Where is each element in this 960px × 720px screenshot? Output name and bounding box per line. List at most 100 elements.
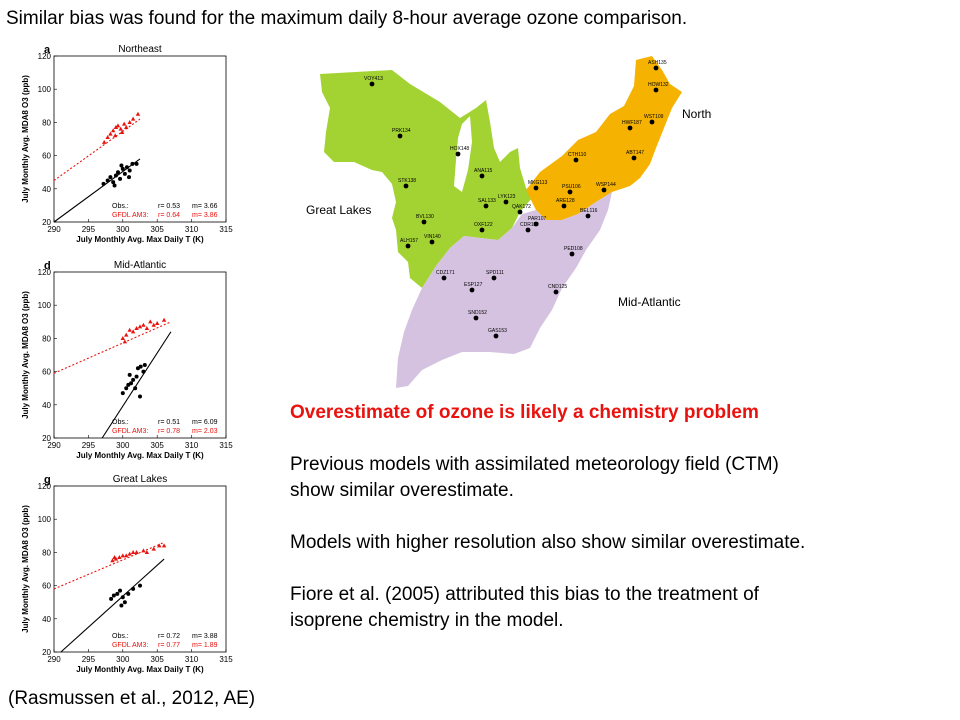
obs-point [118,588,123,593]
model-point [124,124,129,129]
monitoring-site: CND125 [548,284,567,295]
model-point [134,326,139,331]
obs-point [134,374,139,379]
site-label: OXF122 [474,222,493,228]
monitoring-site: LYK123 [498,194,516,205]
monitoring-site: HOW132 [648,82,669,93]
obs-point [113,173,118,178]
obs-point [138,583,142,588]
model-point [118,126,123,131]
site-dot [421,219,427,225]
panel-letter: a [44,44,51,56]
model-point [127,551,132,556]
obs-point [115,170,120,175]
monitoring-site: QAK172 [512,204,531,215]
y-tick-label: 100 [38,515,52,524]
obs-point [133,386,138,391]
great-lakes-scatter-plot: g Great Lakes 290 295 300 305 310 315 20 40 60 80 10… [21,474,233,674]
y-tick-label: 80 [42,334,51,343]
site-label: MKG113 [528,180,548,186]
site-dot [473,315,479,321]
x-tick-label: 300 [116,441,130,450]
site-label: STK138 [398,178,416,184]
paragraph-ctm-line2: show similar overestimate. [290,480,514,501]
mid-atlantic-label: Mid-Atlantic [618,295,681,309]
stats-label: GFDL AM3: [112,642,148,649]
model-point [124,332,129,337]
y-tick-label: 20 [42,434,51,443]
stats-r: r= 0.53 [158,203,180,210]
site-dot [649,119,655,125]
site-label: SND152 [468,310,487,316]
obs-point [126,175,131,180]
x-tick-label: 300 [116,655,130,664]
site-label: PRK134 [392,128,411,134]
site-label: CDZ171 [436,270,455,276]
site-label: GAS153 [488,328,507,334]
monitoring-site: PAR107 [528,216,546,227]
panel-letter: d [44,260,51,272]
site-dot [493,333,499,339]
model-point [148,319,153,324]
site-dot [441,275,447,281]
plot-frame [53,55,227,223]
x-tick-label: 315 [219,441,233,450]
stats-m: m= 3.88 [192,633,218,640]
y-tick-label: 80 [42,118,51,127]
model-point [122,339,128,344]
stats-label: Obs.: [112,419,129,426]
site-dot [469,287,475,293]
site-label: ARE128 [556,198,575,204]
site-dot [483,203,489,209]
obs-point [129,381,134,386]
x-tick-label: 305 [151,441,165,450]
chart-title: Great Lakes [113,474,167,485]
site-label: ESP127 [464,282,483,288]
stats-r: r= 0.64 [158,212,180,219]
obs-point [130,161,135,166]
x-tick-label: 290 [47,225,61,234]
y-tick-label: 20 [42,218,51,227]
site-dot [517,209,523,215]
model-point [134,550,139,554]
site-label: ANA115 [474,168,492,174]
x-tick-label: 310 [185,225,199,234]
site-dot [627,125,633,131]
stats-label: GFDL AM3: [112,212,148,219]
site-dot [503,199,509,205]
y-tick-label: 120 [38,268,52,277]
model-point [130,329,136,334]
x-tick-label: 290 [47,441,61,450]
model-point [144,326,150,331]
y-axis-label: July Monthly Avg. MDA8 O3 (ppb) [21,291,30,419]
obs-point [138,364,143,369]
site-dot [553,289,559,295]
regions-map: VOY413 ASH135 HOW132 PRK134 HOX148 HWF187WST1… [306,56,712,388]
obs-point [118,176,123,181]
site-dot [491,275,497,281]
obs-point [131,377,136,382]
site-label: ASH135 [648,60,667,66]
monitoring-site: SAL133 [478,198,496,209]
chart-title: Mid-Atlantic [114,260,166,271]
monitoring-site: STK138 [398,178,416,189]
stats-label: Obs.: [112,203,129,210]
y-tick-label: 80 [42,548,51,557]
model-point [144,550,150,554]
site-label: WSP144 [596,182,616,188]
model-point [120,336,125,340]
obs-point [119,603,124,608]
monitoring-site: GAS153 [488,328,507,339]
obs-point [120,166,125,171]
paragraph-isoprene-line1: Fiore et al. (2005) attributed this bias… [290,584,759,605]
site-dot [631,155,637,161]
obs-point [122,600,127,605]
model-point [141,322,146,327]
y-tick-label: 60 [42,582,51,591]
obs-point [131,586,136,591]
model-point [113,133,118,138]
stats-r: r= 0.77 [158,642,180,649]
model-point [141,548,146,553]
plot-frame [53,485,227,653]
plot-frame [53,271,227,439]
